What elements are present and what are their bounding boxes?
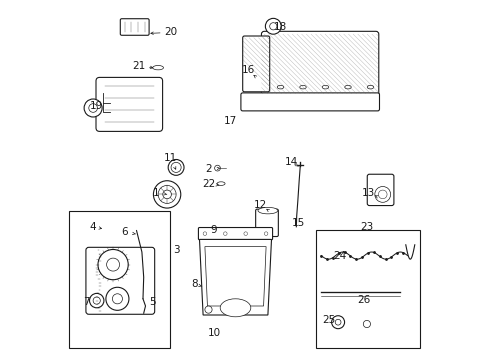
Text: 24: 24 bbox=[333, 251, 346, 261]
Text: 15: 15 bbox=[291, 218, 305, 228]
Ellipse shape bbox=[344, 85, 350, 89]
FancyBboxPatch shape bbox=[198, 228, 272, 240]
FancyBboxPatch shape bbox=[366, 174, 393, 206]
Ellipse shape bbox=[217, 182, 224, 185]
Text: 12: 12 bbox=[254, 200, 267, 210]
FancyBboxPatch shape bbox=[86, 247, 154, 314]
Bar bbox=[69, 211, 169, 348]
Text: 9: 9 bbox=[210, 225, 217, 235]
Polygon shape bbox=[199, 239, 271, 315]
Circle shape bbox=[204, 306, 212, 313]
Circle shape bbox=[84, 99, 102, 117]
Circle shape bbox=[163, 190, 171, 199]
Text: 6: 6 bbox=[122, 227, 128, 237]
Circle shape bbox=[363, 320, 370, 328]
Text: 11: 11 bbox=[164, 153, 177, 163]
Text: 10: 10 bbox=[207, 328, 220, 338]
Text: 23: 23 bbox=[360, 222, 373, 232]
Ellipse shape bbox=[277, 85, 283, 89]
FancyBboxPatch shape bbox=[242, 36, 269, 92]
Circle shape bbox=[264, 232, 267, 235]
Ellipse shape bbox=[258, 207, 277, 214]
Text: 17: 17 bbox=[224, 116, 237, 126]
Circle shape bbox=[335, 319, 340, 325]
Circle shape bbox=[265, 18, 281, 34]
Ellipse shape bbox=[220, 299, 250, 317]
FancyBboxPatch shape bbox=[96, 77, 163, 131]
FancyBboxPatch shape bbox=[261, 31, 378, 96]
FancyBboxPatch shape bbox=[241, 93, 379, 111]
Circle shape bbox=[244, 232, 247, 235]
Circle shape bbox=[89, 104, 97, 112]
FancyBboxPatch shape bbox=[120, 19, 149, 35]
Text: 21: 21 bbox=[132, 60, 145, 71]
Circle shape bbox=[106, 287, 129, 310]
Ellipse shape bbox=[299, 85, 305, 89]
Text: 8: 8 bbox=[190, 279, 197, 289]
Text: 25: 25 bbox=[322, 315, 335, 325]
Circle shape bbox=[331, 316, 344, 329]
Circle shape bbox=[214, 165, 220, 171]
Text: 22: 22 bbox=[202, 179, 215, 189]
Circle shape bbox=[93, 297, 100, 304]
Circle shape bbox=[223, 232, 226, 235]
Text: 3: 3 bbox=[172, 245, 179, 255]
Circle shape bbox=[153, 181, 181, 208]
Text: 16: 16 bbox=[241, 65, 254, 75]
Text: 26: 26 bbox=[357, 294, 370, 305]
Text: 5: 5 bbox=[149, 297, 156, 307]
Circle shape bbox=[269, 23, 276, 30]
Text: 14: 14 bbox=[284, 157, 297, 167]
Text: 7: 7 bbox=[83, 297, 90, 307]
Ellipse shape bbox=[152, 66, 163, 70]
Circle shape bbox=[98, 249, 128, 280]
Ellipse shape bbox=[322, 85, 328, 89]
FancyBboxPatch shape bbox=[255, 209, 278, 237]
Polygon shape bbox=[204, 247, 265, 306]
Ellipse shape bbox=[366, 85, 373, 89]
Text: 1: 1 bbox=[153, 188, 159, 198]
Text: 20: 20 bbox=[164, 27, 177, 37]
Circle shape bbox=[203, 232, 206, 235]
Text: 4: 4 bbox=[89, 222, 96, 232]
Circle shape bbox=[112, 294, 122, 304]
Text: 19: 19 bbox=[89, 101, 102, 111]
Circle shape bbox=[171, 162, 181, 172]
Text: 2: 2 bbox=[205, 164, 211, 174]
Text: 13: 13 bbox=[361, 188, 375, 198]
Circle shape bbox=[378, 190, 386, 199]
Circle shape bbox=[89, 293, 104, 308]
Circle shape bbox=[374, 186, 390, 202]
Circle shape bbox=[106, 258, 120, 271]
Text: 18: 18 bbox=[273, 22, 286, 32]
Bar bbox=[315, 230, 419, 348]
Circle shape bbox=[158, 185, 176, 203]
Circle shape bbox=[168, 159, 183, 175]
